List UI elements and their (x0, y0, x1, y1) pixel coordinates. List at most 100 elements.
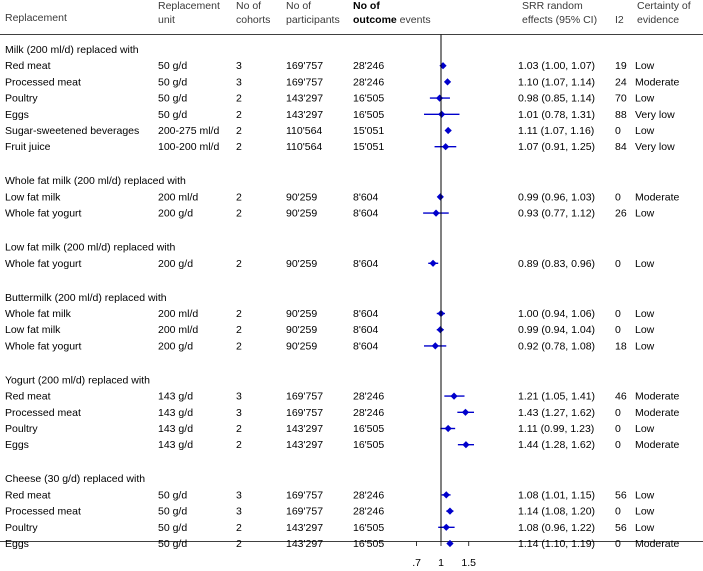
table-row: Whole fat yogurt 200 g/d 2 90'259 8'604 0.92 … (5, 340, 655, 352)
row-label: Red meat (5, 489, 51, 501)
header-certainty-line1: Certainty of (637, 0, 691, 12)
row-i2: 0 (615, 191, 621, 203)
row-certainty: Moderate (635, 391, 680, 403)
row-cohorts: 2 (236, 308, 242, 320)
row-certainty: Moderate (635, 191, 680, 203)
row-label: Eggs (5, 109, 29, 121)
row-unit: 200 ml/d (158, 308, 198, 320)
row-label: Sugar-sweetened beverages (5, 125, 139, 137)
row-label: Whole fat milk (5, 308, 72, 320)
row-unit: 200 g/d (158, 258, 193, 270)
header-events-line2: outcome events (353, 14, 431, 26)
row-certainty: Very low (635, 141, 675, 153)
row-unit: 200 g/d (158, 340, 193, 352)
point-estimate (436, 326, 444, 334)
table-row: Whole fat yogurt 200 g/d 2 90'259 8'604 0.93 … (5, 208, 655, 220)
row-effect-ci: 1.07 (0.91, 1.25) (518, 141, 595, 153)
table-row: Low fat milk 200 ml/d 2 90'259 8'604 0.99 (0.… (5, 324, 655, 336)
table-row: Low fat milk 200 ml/d 2 90'259 8'604 0.99 (0.… (5, 191, 680, 203)
point-estimate (462, 441, 470, 449)
row-effect-ci: 1.14 (1.10, 1.19) (518, 538, 595, 550)
row-cohorts: 2 (236, 324, 242, 336)
row-certainty: Low (635, 489, 655, 501)
row-cohorts: 2 (236, 191, 242, 203)
row-effect-ci: 0.98 (0.85, 1.14) (518, 93, 595, 105)
row-label: Processed meat (5, 76, 81, 88)
row-label: Low fat milk (5, 324, 61, 336)
row-label: Low fat milk (5, 191, 61, 203)
point-estimate (446, 507, 454, 515)
row-i2: 88 (615, 109, 627, 121)
row-i2: 0 (615, 506, 621, 518)
row-cohorts: 2 (236, 538, 242, 550)
row-participants: 143'297 (286, 423, 323, 435)
row-i2: 0 (615, 538, 621, 550)
row-certainty: Moderate (635, 538, 680, 550)
row-cohorts: 3 (236, 60, 242, 72)
row-i2: 70 (615, 93, 627, 105)
row-unit: 50 g/d (158, 489, 187, 501)
group-title: Whole fat milk (200 ml/d) replaced with (5, 175, 186, 187)
point-estimate (444, 126, 452, 135)
row-label: Whole fat yogurt (5, 340, 82, 352)
row-cohorts: 3 (236, 391, 242, 403)
row-unit: 50 g/d (158, 109, 187, 121)
row-events: 8'604 (353, 191, 379, 203)
point-estimate (461, 408, 470, 416)
row-certainty: Low (635, 208, 655, 220)
row-unit: 200 g/d (158, 208, 193, 220)
row-label: Whole fat yogurt (5, 258, 82, 270)
row-participants: 169'757 (286, 76, 323, 88)
row-cohorts: 2 (236, 439, 242, 451)
row-unit: 50 g/d (158, 522, 187, 534)
table-row: Sugar-sweetened beverages 200-275 ml/d 2 11… (5, 125, 655, 137)
row-effect-ci: 0.93 (0.77, 1.12) (518, 208, 595, 220)
table-row: Processed meat 143 g/d 3 169'757 28'246 1.43 … (5, 407, 680, 419)
point-estimate (444, 424, 452, 433)
row-events: 16'505 (353, 423, 384, 435)
table-row: Red meat 50 g/d 3 169'757 28'246 1.03 (1.00, … (5, 60, 655, 72)
row-events: 8'604 (353, 258, 379, 270)
row-i2: 0 (615, 125, 621, 137)
row-certainty: Moderate (635, 407, 680, 419)
row-certainty: Low (635, 506, 655, 518)
row-certainty: Low (635, 340, 655, 352)
row-cohorts: 2 (236, 93, 242, 105)
table-row: Poultry 143 g/d 2 143'297 16'505 1.11 (0.99, … (5, 423, 655, 435)
row-events: 8'604 (353, 308, 379, 320)
row-i2: 84 (615, 141, 627, 153)
row-i2: 19 (615, 60, 627, 72)
row-label: Fruit juice (5, 141, 51, 153)
row-unit: 143 g/d (158, 391, 193, 403)
point-estimate (436, 193, 444, 201)
group-title: Buttermilk (200 ml/d) replaced with (5, 292, 167, 304)
header-cohorts-line2: cohorts (236, 14, 270, 26)
point-estimate (446, 539, 454, 548)
row-effect-ci: 1.08 (1.01, 1.15) (518, 489, 595, 501)
table-row: Whole fat milk 200 ml/d 2 90'259 8'604 1.00 (… (5, 308, 655, 320)
row-participants: 169'757 (286, 506, 323, 518)
row-participants: 90'259 (286, 208, 317, 220)
row-i2: 0 (615, 258, 621, 270)
row-certainty: Low (635, 258, 655, 270)
row-label: Eggs (5, 538, 29, 550)
row-cohorts: 3 (236, 76, 242, 88)
table-row: Poultry 50 g/d 2 143'297 16'505 1.08 (0.96, 1… (5, 522, 655, 534)
row-label: Eggs (5, 439, 29, 451)
row-events: 28'246 (353, 407, 384, 419)
row-certainty: Moderate (635, 439, 680, 451)
table-row: Whole fat yogurt 200 g/d 2 90'259 8'604 0.89 … (5, 258, 655, 270)
header-unit-line2: unit (158, 14, 175, 26)
row-i2: 56 (615, 489, 627, 501)
table-row: Eggs 50 g/d 2 143'297 16'505 1.14 (1.10, 1.19… (5, 538, 680, 550)
row-i2: 46 (615, 391, 627, 403)
row-cohorts: 3 (236, 489, 242, 501)
row-events: 8'604 (353, 324, 379, 336)
point-estimate (450, 392, 458, 400)
row-effect-ci: 0.89 (0.83, 0.96) (518, 258, 595, 270)
row-cohorts: 2 (236, 141, 242, 153)
x-tick-label: .7 (412, 557, 421, 569)
row-participants: 143'297 (286, 93, 323, 105)
row-unit: 143 g/d (158, 407, 193, 419)
